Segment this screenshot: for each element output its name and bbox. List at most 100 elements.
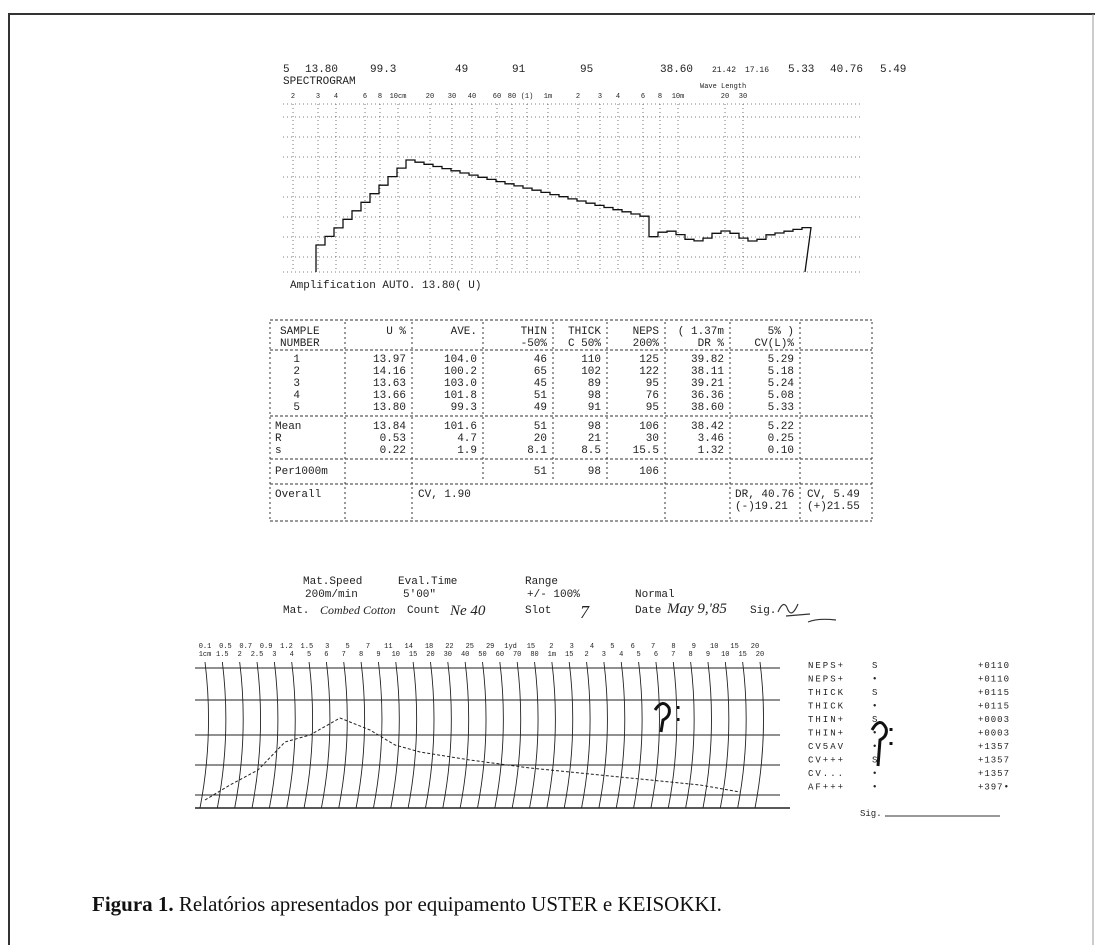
reading-name: THIN+ [808, 715, 845, 725]
cell: 3 [293, 378, 300, 390]
reading-value: +1357 [978, 769, 1010, 779]
cell: 49 [534, 402, 547, 414]
cell: s [275, 445, 282, 457]
scale-label: 0.5 [219, 643, 232, 651]
cell: 13.66 [373, 390, 406, 402]
cell: 38.60 [691, 402, 724, 414]
cell: 99.3 [451, 402, 477, 414]
summary-value: 13.80 [305, 64, 338, 76]
scale-label: 1.2 [280, 643, 293, 651]
scale-label: 4 [619, 651, 623, 659]
scale-label: 2 [238, 651, 242, 659]
handwritten: 7 [580, 602, 590, 622]
summary-value: 38.60 [660, 64, 693, 76]
value: Normal [635, 589, 675, 601]
label: Count [407, 605, 440, 617]
scale-label: 10 [392, 651, 400, 659]
cell: 13.84 [373, 421, 406, 433]
cell: CV, 1.90 [418, 489, 471, 501]
cell: Overall [275, 489, 321, 501]
cell: 5 [293, 402, 300, 414]
scale-label: 7 [342, 651, 346, 659]
scale-label: 1.5 [301, 643, 314, 651]
reading-value: +0110 [978, 661, 1010, 671]
scale-label: 15 [738, 651, 746, 659]
reading-flag: • [872, 769, 877, 779]
scale-label: 6 [324, 651, 328, 659]
reading-value: +0115 [978, 702, 1010, 712]
cell: 0.22 [380, 445, 406, 457]
label: Mat. [283, 605, 309, 617]
cell: 106 [639, 466, 659, 478]
reading-name: CV... [808, 769, 845, 779]
cell: 30 [646, 433, 659, 445]
scale-label: 40 [468, 93, 476, 101]
cell: 106 [639, 421, 659, 433]
cell: 110 [581, 354, 601, 366]
scale-label: 20 [721, 93, 729, 101]
summary-value: 95 [580, 64, 593, 76]
scale-label: 15 [565, 651, 573, 659]
scale-label: 10m [672, 93, 685, 101]
scale-label: 7 [366, 643, 370, 651]
column-header: U % [386, 326, 406, 338]
scale-label: 15 [527, 643, 535, 651]
scale-label: 70 [513, 651, 521, 659]
scale-label: 20 [426, 93, 434, 101]
reading-flag: • [872, 702, 877, 712]
scale-label: 5 [345, 643, 349, 651]
scale-label: 8 [359, 651, 363, 659]
cell: 5.18 [768, 366, 794, 378]
scale-label: 2 [576, 93, 580, 101]
scale-label: 15 [730, 643, 738, 651]
cell: 15.5 [633, 445, 659, 457]
scale-label: 8 [671, 643, 675, 651]
cell: Per1000m [275, 466, 328, 478]
scale-label: 22 [445, 643, 453, 651]
handwritten-mark [870, 721, 893, 767]
scale-label: 7 [671, 651, 675, 659]
reading-flag: • [872, 783, 877, 793]
cell: 38.42 [691, 421, 724, 433]
reading-name: THICK [808, 702, 845, 712]
reading-name: CV5AV [808, 742, 845, 752]
reading-value: +1357 [978, 756, 1010, 766]
cell: 51 [534, 390, 548, 402]
summary-value: 40.76 [830, 64, 863, 76]
handwritten-mark [653, 702, 680, 733]
cell: 5.29 [768, 354, 794, 366]
scale-label: 5 [636, 651, 640, 659]
cell: 89 [588, 378, 601, 390]
reading-value: +397• [978, 783, 1010, 793]
summary-value: 5 [283, 64, 290, 76]
scale-label: 8 [689, 651, 693, 659]
summary-value: 49 [455, 64, 468, 76]
scale-label: 10cm [390, 93, 407, 101]
scale-label: 2 [584, 651, 588, 659]
cell: CV, 5.49 [807, 489, 860, 501]
cell: 1 [293, 354, 300, 366]
scale-label: 11 [384, 643, 392, 651]
cell: 4 [293, 390, 300, 402]
reading-flag: S [872, 661, 877, 671]
scale-label: 15 [409, 651, 417, 659]
scale-label: 8 [658, 93, 662, 101]
keisokki-chart: Sig. 0.1 0.5 0.7 0.9 1.2 1.5 3 5 7 11 14 18 22 25 29 1y… [195, 643, 1010, 819]
cell: 1.9 [457, 445, 477, 457]
cell: 103.0 [444, 378, 477, 390]
column-header: NEPS [633, 326, 660, 338]
cell: 13.63 [373, 378, 406, 390]
scale-label: 20 [426, 651, 434, 659]
scale-label: 1yd [504, 643, 517, 651]
cell: 100.2 [444, 366, 477, 378]
label: Eval.Time [398, 576, 457, 588]
scale-label: 5 [610, 643, 614, 651]
column-header: ( 1.37m [678, 326, 725, 338]
scale-label: 3 [570, 643, 574, 651]
scale-label: 6 [363, 93, 367, 101]
cell: 98 [588, 466, 601, 478]
scale-label: 5 [307, 651, 311, 659]
summary-value: 17.16 [745, 66, 769, 75]
label: Mat.Speed [303, 576, 362, 588]
